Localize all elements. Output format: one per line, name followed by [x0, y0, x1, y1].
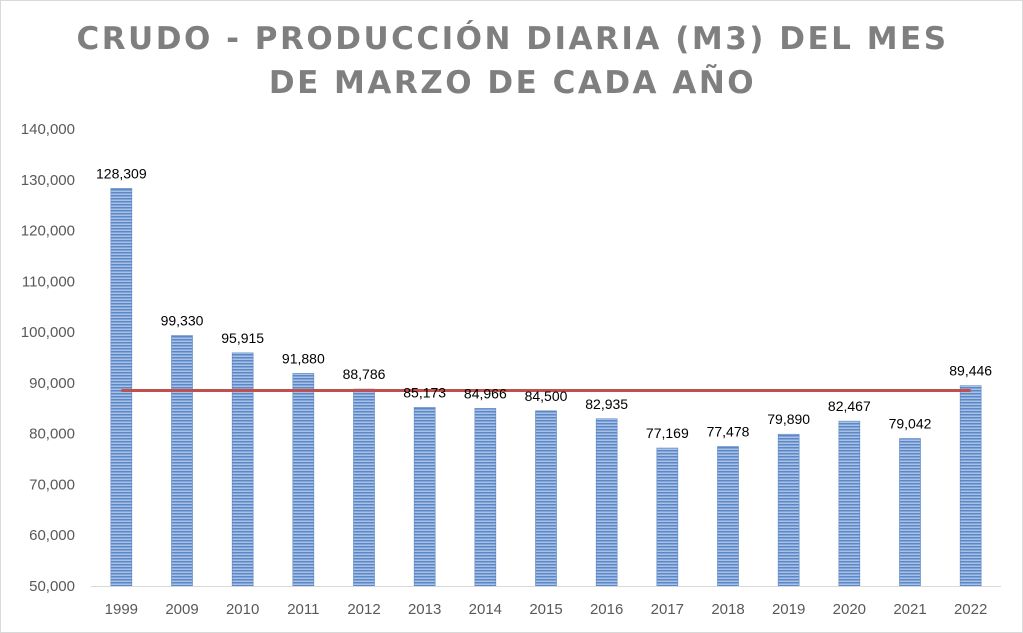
bar-2017 — [656, 447, 679, 587]
bar-2020 — [838, 420, 861, 587]
bar-2022 — [959, 385, 982, 587]
x-tick-label: 2013 — [408, 601, 441, 618]
data-label: 99,330 — [161, 313, 204, 329]
y-tick-label: 110,000 — [22, 273, 75, 290]
data-label: 82,935 — [585, 396, 628, 412]
x-tick-label: 2014 — [469, 601, 502, 618]
bar-2015 — [535, 410, 557, 587]
bar-2013 — [413, 407, 436, 587]
data-label: 84,966 — [464, 385, 507, 401]
data-label: 95,915 — [221, 330, 264, 346]
bar-1999 — [110, 188, 133, 587]
x-tick-label: 2016 — [590, 601, 623, 618]
y-tick-label: 70,000 — [29, 476, 75, 493]
bar-2016 — [595, 418, 618, 587]
y-tick-label: 60,000 — [29, 527, 75, 544]
bar-2021 — [899, 438, 921, 587]
x-tick-label: 2022 — [954, 601, 987, 618]
x-tick-label: 2009 — [165, 601, 198, 618]
y-tick-label: 130,000 — [21, 172, 75, 189]
data-label: 79,890 — [767, 411, 810, 427]
data-label: 84,500 — [525, 388, 568, 404]
bar-2009 — [171, 335, 193, 587]
bar-2019 — [777, 433, 800, 587]
data-label: 91,880 — [282, 350, 325, 366]
x-tick-label: 1999 — [105, 601, 138, 618]
y-tick-label: 100,000 — [21, 324, 75, 341]
bar-2014 — [474, 408, 497, 587]
x-tick-label: 2019 — [772, 601, 805, 618]
data-label: 88,786 — [343, 366, 386, 382]
bar-2011 — [292, 373, 315, 587]
data-label: 77,169 — [646, 425, 689, 441]
x-tick-label: 2020 — [833, 601, 866, 618]
x-tick-label: 2021 — [893, 601, 926, 618]
x-tick-label: 2017 — [651, 601, 684, 618]
data-label: 79,042 — [889, 416, 932, 432]
chart-title-line-1: CRUDO - PRODUCCIÓN DIARIA (M3) DEL MES — [76, 21, 949, 57]
data-label: 77,478 — [707, 423, 750, 439]
data-label: 128,309 — [96, 165, 147, 181]
bar-2018 — [717, 446, 739, 587]
chart-title-line-2: DE MARZO DE CADA AÑO — [268, 65, 757, 101]
x-tick-label: 2015 — [529, 601, 562, 618]
y-tick-label: 80,000 — [29, 426, 75, 443]
data-label: 85,173 — [403, 384, 446, 400]
x-tick-label: 2010 — [226, 601, 259, 618]
x-tick-label: 2011 — [287, 601, 319, 618]
y-tick-label: 140,000 — [21, 121, 75, 138]
data-label: 89,446 — [949, 363, 992, 379]
bar-2010 — [231, 352, 254, 587]
y-tick-label: 120,000 — [21, 223, 75, 240]
bar-2012 — [353, 388, 375, 587]
y-tick-label: 50,000 — [29, 578, 75, 595]
y-tick-label: 90,000 — [29, 375, 75, 392]
x-tick-label: 2012 — [347, 601, 380, 618]
data-label: 82,467 — [828, 398, 871, 414]
x-tick-label: 2018 — [711, 601, 744, 618]
